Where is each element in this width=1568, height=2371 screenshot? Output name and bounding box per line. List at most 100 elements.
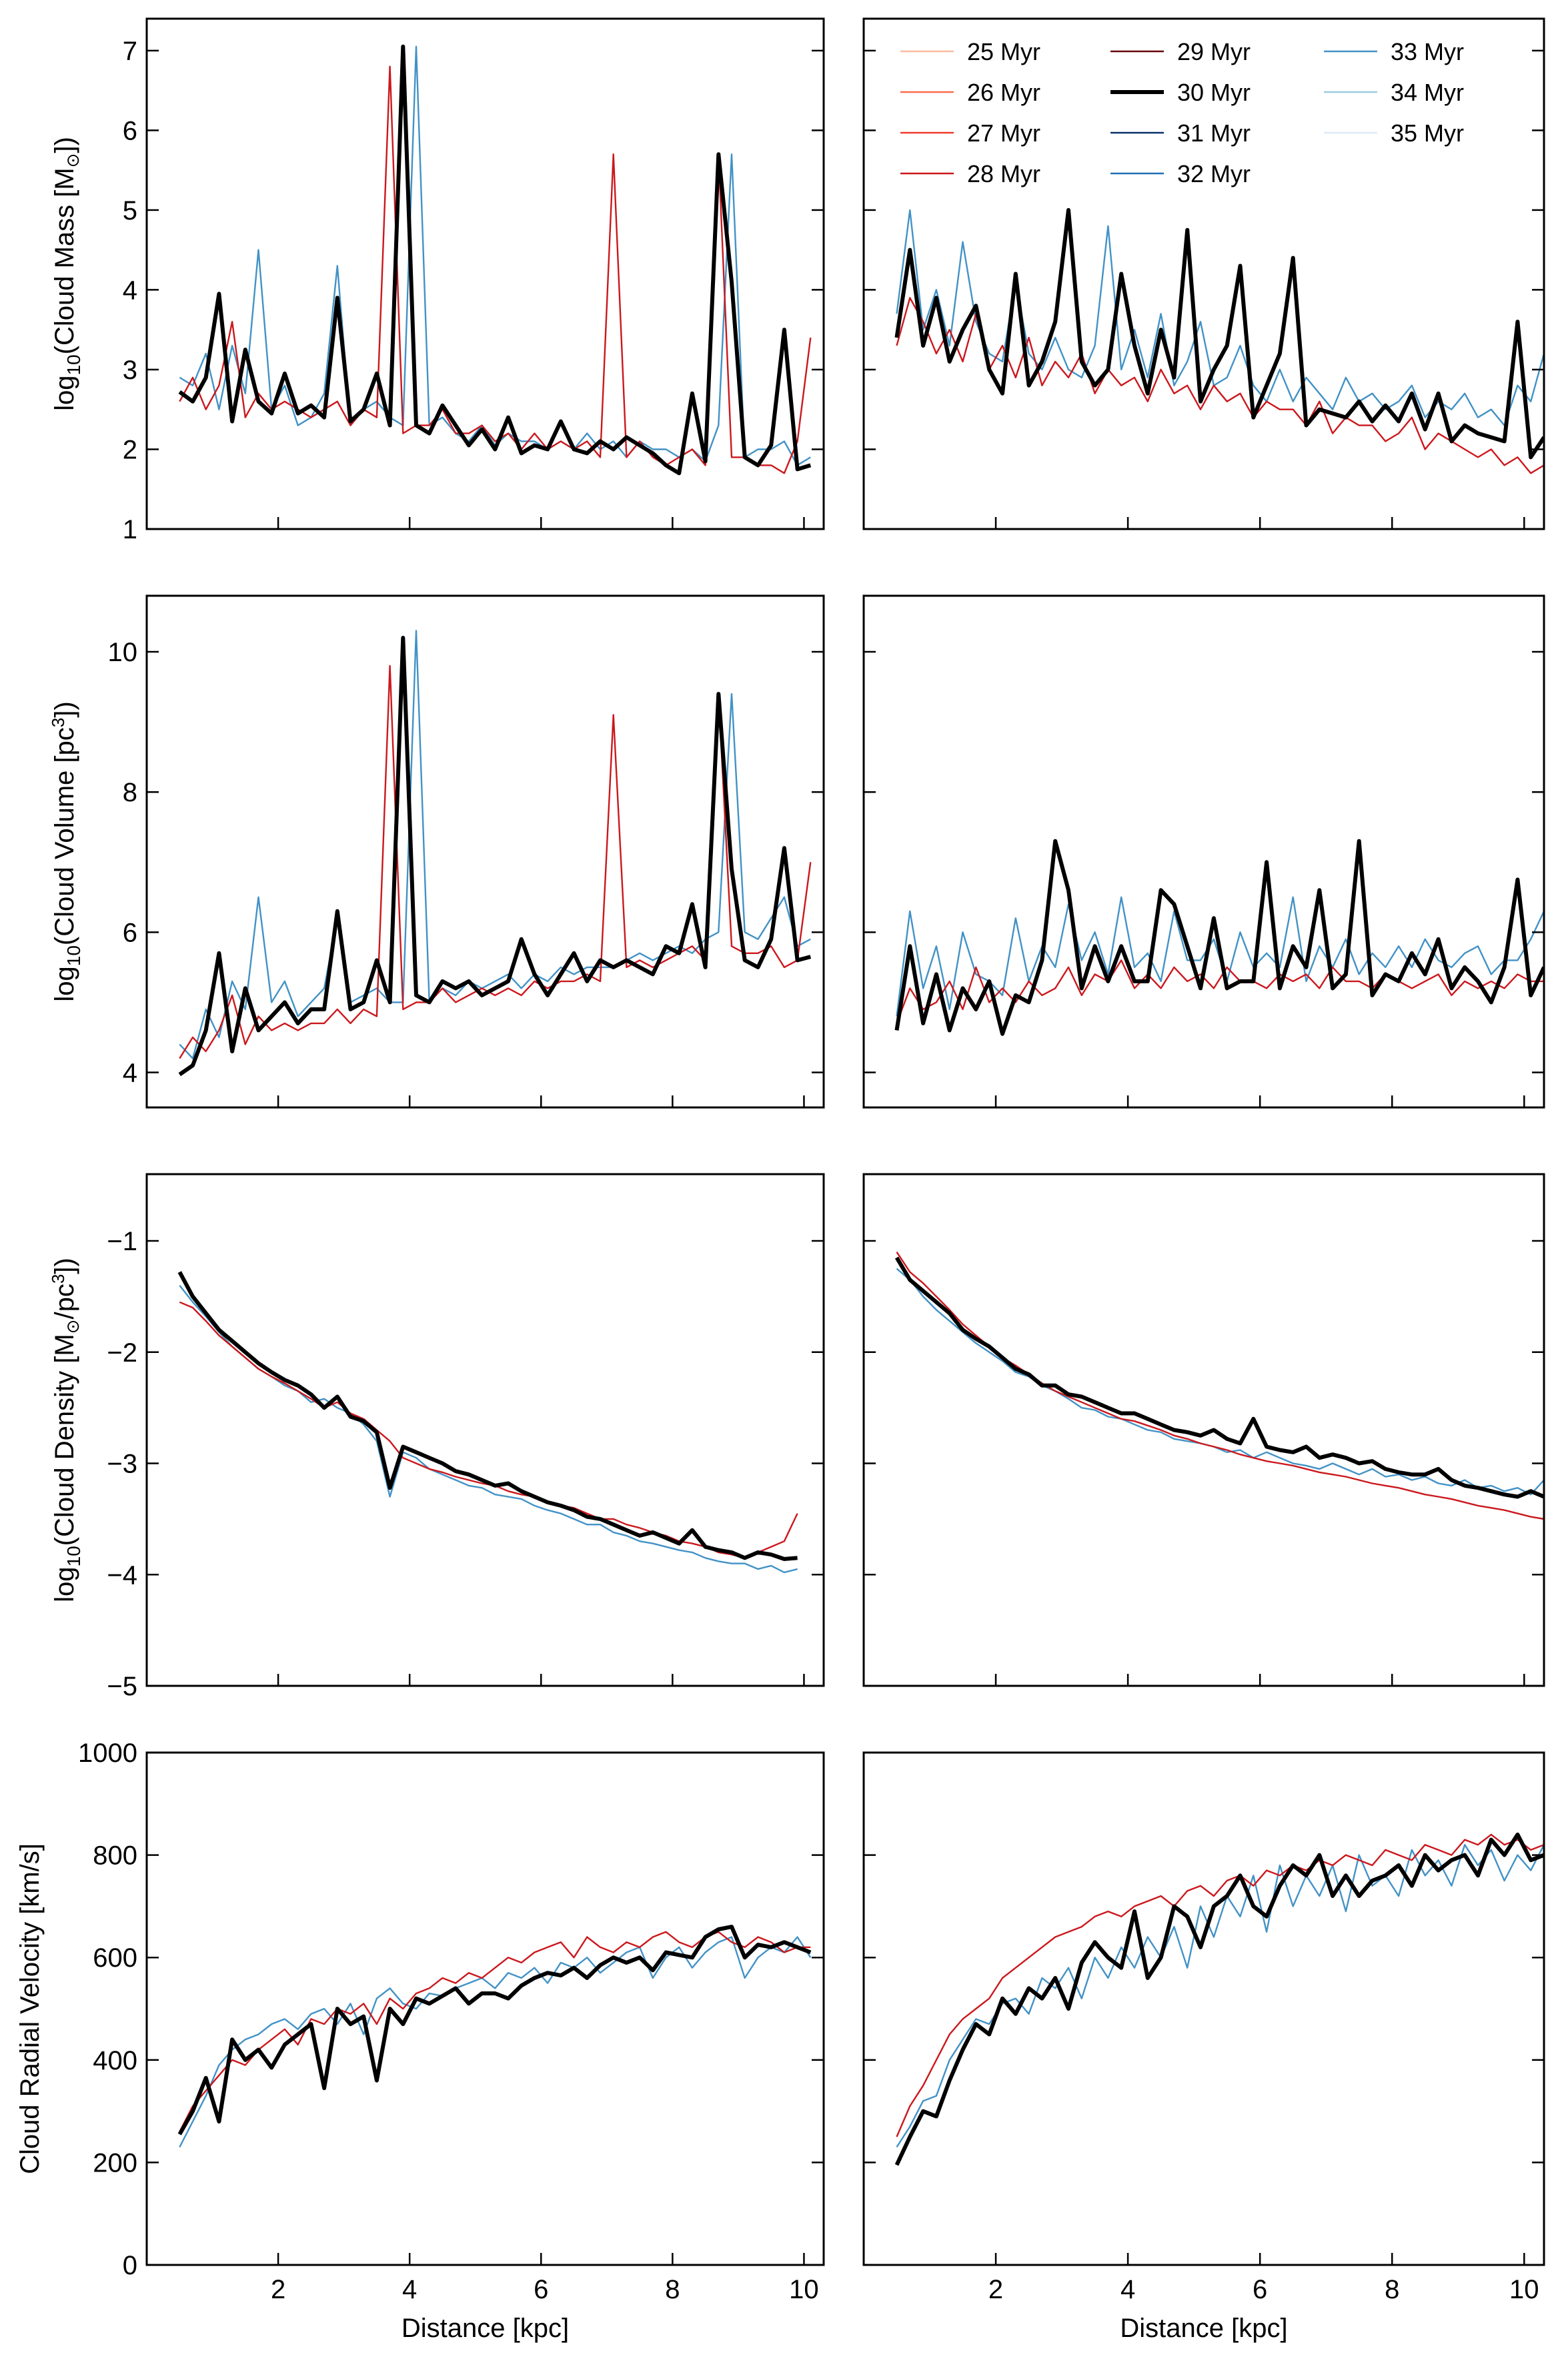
legend-label: 31 Myr [1177, 119, 1251, 147]
x-tick-label: 6 [1253, 2275, 1267, 2304]
panel-r3-c1: 2 4 6 8 10 Distance [kpc] [862, 1751, 1545, 2343]
series-line-33-myr [179, 1284, 798, 1574]
y-tick-label: 1000 [78, 1739, 137, 1768]
y-tick-label: 6 [123, 918, 137, 947]
panel-r0-c0: 1 2 3 4 5 6 7 log10(Cloud Mass [M⊙]) [50, 17, 825, 544]
series-line-28-myr [179, 1931, 811, 2132]
legend: 25 Myr 26 Myr 27 Myr 28 Myr 29 Myr 30 Myr 31 M… [900, 38, 1464, 187]
series-group [894, 207, 1544, 474]
series-line-30-myr [894, 207, 1544, 460]
series-line-28-myr [179, 1301, 798, 1559]
legend-label: 35 Myr [1391, 119, 1464, 147]
panel-r2-c0: −5 −4 −3 −2 −1 log10(Cloud Density [M⊙/pc3]) [48, 1173, 825, 1701]
series-line-33-myr [179, 1936, 812, 2148]
legend-item: 35 Myr [1324, 119, 1464, 147]
legend-label: 33 Myr [1391, 38, 1464, 65]
legend-label: 28 Myr [967, 160, 1040, 187]
y-tick-label: −3 [107, 1450, 137, 1479]
legend-item: 34 Myr [1324, 79, 1464, 106]
x-tick-label: 6 [534, 2275, 548, 2304]
x-tick-label: 8 [1385, 2275, 1399, 2304]
series-line-30-myr [894, 1256, 1544, 1499]
series-group [894, 1252, 1544, 1520]
legend-item: 27 Myr [900, 119, 1040, 147]
y-tick-label: −5 [107, 1672, 137, 1701]
y-tick-label: 4 [123, 276, 137, 305]
axes-frame [862, 1173, 1545, 1687]
y-tick-label: 5 [123, 196, 137, 225]
series-group [177, 1925, 812, 2148]
series-group [178, 630, 812, 1077]
x-tick-label: 2 [988, 2275, 1003, 2304]
panel-r1-c1 [862, 594, 1545, 1109]
panel-r0-c1 [862, 17, 1545, 530]
y-axis-label: log10(Cloud Density [M⊙/pc3]) [48, 1258, 84, 1602]
series-group [178, 44, 812, 476]
legend-item: 33 Myr [1324, 38, 1464, 65]
y-tick-label: 600 [93, 1943, 137, 1973]
legend-item: 32 Myr [1110, 160, 1251, 187]
x-tick-label: 4 [402, 2275, 417, 2304]
y-tick-label: 8 [123, 778, 137, 807]
y-tick-label: 0 [123, 2251, 137, 2280]
legend-label: 25 Myr [967, 38, 1040, 65]
legend-label: 27 Myr [967, 119, 1040, 147]
legend-label: 30 Myr [1177, 79, 1251, 106]
legend-item: 29 Myr [1110, 38, 1251, 65]
y-tick-label: −2 [107, 1338, 137, 1368]
y-tick-label: 6 [123, 116, 137, 145]
legend-item: 30 Myr [1110, 79, 1251, 106]
legend-item: 31 Myr [1110, 119, 1251, 147]
y-axis-label: log10(Cloud Mass [M⊙]) [50, 137, 84, 411]
axes-frame [145, 1751, 825, 2266]
y-tick-label: 2 [123, 435, 137, 464]
series-group [894, 839, 1544, 1036]
legend-item: 26 Myr [900, 79, 1040, 106]
axes-frame [145, 17, 825, 530]
y-tick-label: 7 [123, 37, 137, 66]
series-line-28-myr [896, 297, 1544, 474]
x-axis-label: Distance [kpc] [1120, 2314, 1287, 2343]
y-axis-label: log10(Cloud Volume [pc3]) [48, 701, 84, 1001]
series-line-30-myr [894, 1832, 1544, 2166]
y-tick-label: 3 [123, 356, 137, 385]
series-group [177, 1271, 798, 1574]
series-line-33-myr [896, 1268, 1544, 1496]
y-tick-label: 4 [123, 1058, 137, 1087]
series-line-30-myr [178, 636, 812, 1077]
panel-r1-c0: 4 6 8 10 log10(Cloud Volume [pc3]) [48, 594, 825, 1109]
legend-item: 25 Myr [900, 38, 1040, 65]
legend-label: 34 Myr [1391, 79, 1464, 106]
legend-item: 28 Myr [900, 160, 1040, 187]
y-tick-label: 10 [108, 638, 138, 667]
axes-frame [145, 594, 825, 1109]
x-tick-label: 2 [271, 2275, 285, 2304]
y-tick-label: −1 [107, 1227, 137, 1256]
x-tick-label: 10 [789, 2275, 819, 2304]
axes-frame [145, 1173, 825, 1687]
series-line-30-myr [894, 839, 1544, 1036]
axes-frame [862, 17, 1545, 530]
legend-label: 29 Myr [1177, 38, 1251, 65]
panel-r2-c1 [862, 1173, 1545, 1687]
series-line-28-myr [179, 65, 812, 474]
y-tick-label: 200 [93, 2148, 137, 2178]
legend-label: 26 Myr [967, 79, 1040, 106]
y-tick-label: 400 [93, 2046, 137, 2075]
axes-frame [862, 1751, 1545, 2266]
series-group [894, 1832, 1544, 2166]
panel-r3-c0: 2 4 6 8 10 0 200 400 600 800 1000 Distance [kpc] Clo… [15, 1739, 825, 2343]
series-line-28-myr [896, 1252, 1544, 1520]
x-tick-label: 4 [1120, 2275, 1135, 2304]
series-line-33-myr [179, 630, 811, 1059]
series-line-30-myr [178, 44, 812, 476]
panels-group: 1 2 3 4 5 6 7 log10(Cloud Mass [M⊙]) 4 6 8 10 log10(… [15, 17, 1545, 2343]
series-line-33-myr [896, 1843, 1544, 2148]
series-line-30-myr [177, 1271, 798, 1561]
y-tick-label: 800 [93, 1841, 137, 1871]
legend-label: 32 Myr [1177, 160, 1251, 187]
x-tick-label: 8 [665, 2275, 680, 2304]
y-tick-label: −4 [107, 1560, 137, 1590]
y-axis-label: Cloud Radial Velocity [km/s] [15, 1843, 45, 2174]
